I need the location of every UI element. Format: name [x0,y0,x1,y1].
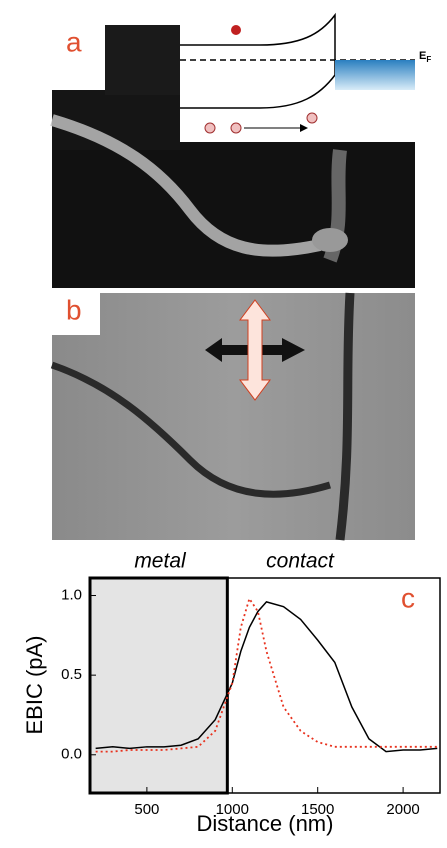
y-tick-label: 0.5 [61,666,82,683]
shaded-region [90,578,227,793]
fermi-label: EF [419,50,431,64]
panel-label: b [66,294,82,325]
panel-label: c [401,582,415,613]
y-axis-label: EBIC (pA) [22,635,47,734]
x-tick-label: 2000 [386,801,419,818]
panel-b-image [52,293,415,540]
y-tick-label: 0.0 [61,746,82,763]
annotation: contact [266,550,335,573]
figure: EF a b 5001000150020000.00.51.0Distance … [0,0,447,843]
x-axis-label: Distance (nm) [197,811,334,836]
band-diagram [180,15,415,133]
y-tick-label: 1.0 [61,586,82,603]
panel-label: a [66,26,82,57]
x-tick-label: 500 [134,801,159,818]
annotation: metal [134,550,187,573]
